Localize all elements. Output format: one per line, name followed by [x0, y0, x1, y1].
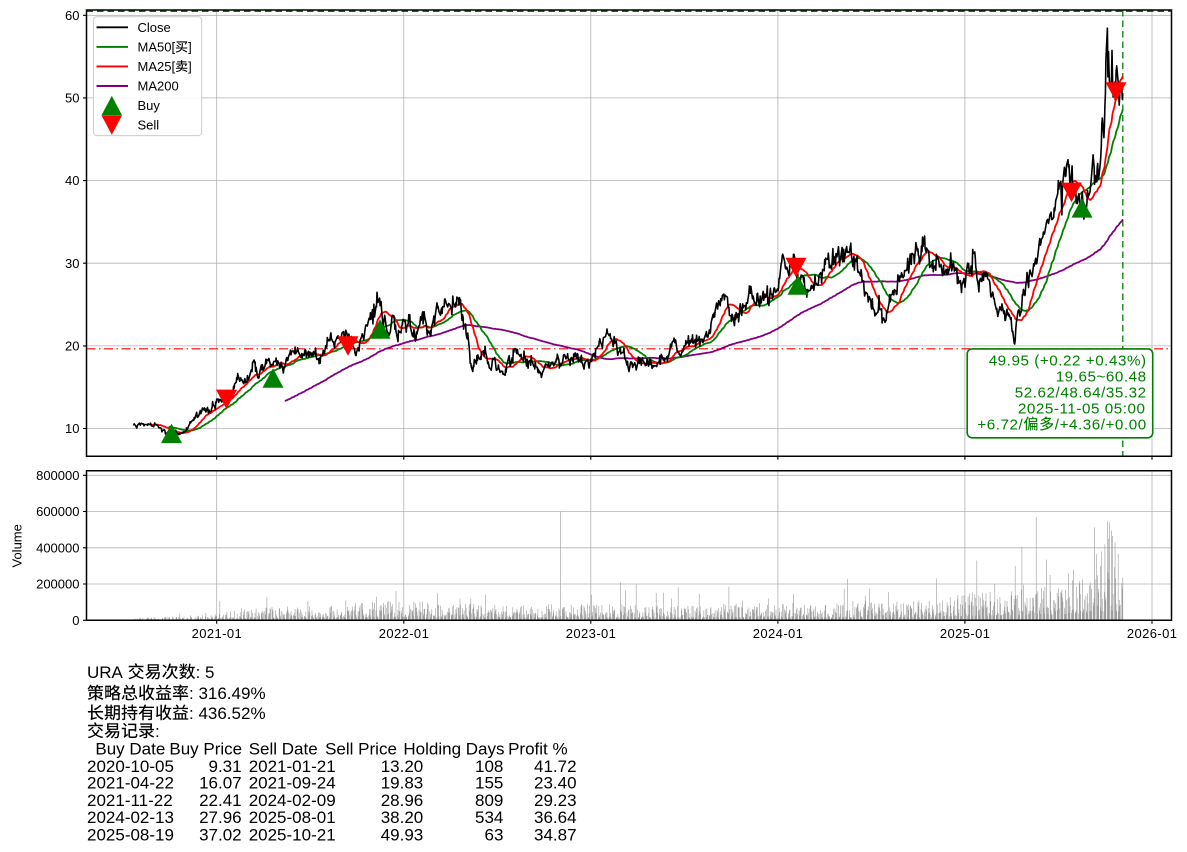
svg-text::: : — [155, 722, 160, 741]
svg-text:2021-01-21: 2021-01-21 — [249, 757, 336, 776]
svg-text:2021-09-24: 2021-09-24 — [249, 774, 336, 793]
svg-text:2022-01: 2022-01 — [379, 626, 430, 641]
svg-text:49.93: 49.93 — [381, 826, 424, 845]
svg-text:600000: 600000 — [36, 504, 79, 519]
svg-text:2023-01: 2023-01 — [566, 626, 617, 641]
svg-text:Holding Days: Holding Days — [403, 740, 504, 759]
svg-text:]: ] — [188, 40, 192, 55]
svg-text:2024-02-13: 2024-02-13 — [87, 808, 174, 827]
svg-text:809: 809 — [475, 791, 503, 810]
svg-text:2024-02-09: 2024-02-09 — [249, 791, 336, 810]
svg-text:2021-04-22: 2021-04-22 — [87, 774, 174, 793]
svg-text:Buy: Buy — [138, 98, 161, 113]
svg-text:MA25[: MA25[ — [138, 59, 176, 74]
svg-text:800000: 800000 — [36, 468, 79, 483]
svg-text:2025-08-19: 2025-08-19 — [87, 826, 174, 845]
svg-text:Sell: Sell — [138, 118, 160, 133]
svg-text:Volume: Volume — [10, 524, 25, 567]
svg-text:22.41: 22.41 — [199, 791, 242, 810]
svg-text:Sell Date: Sell Date — [249, 740, 318, 759]
svg-text:2025-10-21: 2025-10-21 — [249, 826, 336, 845]
svg-text:29.23: 29.23 — [534, 791, 577, 810]
svg-text:30: 30 — [65, 256, 79, 271]
svg-text:52.62/48.64/35.32: 52.62/48.64/35.32 — [1015, 384, 1147, 401]
svg-text:40: 40 — [65, 173, 79, 188]
svg-text:108: 108 — [475, 757, 503, 776]
svg-text:400000: 400000 — [36, 540, 79, 555]
svg-text:0: 0 — [72, 613, 79, 628]
svg-text:23.40: 23.40 — [534, 774, 577, 793]
svg-text:19.83: 19.83 — [381, 774, 424, 793]
svg-text:: 316.49%: : 316.49% — [189, 684, 266, 703]
svg-text:2020-10-05: 2020-10-05 — [87, 757, 174, 776]
svg-text:155: 155 — [475, 774, 503, 793]
svg-text:+6.72/: +6.72/ — [977, 416, 1023, 433]
svg-text:20: 20 — [65, 339, 79, 354]
svg-text:34.87: 34.87 — [534, 826, 577, 845]
svg-text:2025-08-01: 2025-08-01 — [249, 808, 336, 827]
svg-text:Profit %: Profit % — [508, 740, 568, 759]
svg-text:2025-01: 2025-01 — [940, 626, 991, 641]
svg-text:2025-11-05 05:00: 2025-11-05 05:00 — [1018, 400, 1146, 417]
svg-text:10: 10 — [65, 421, 79, 436]
svg-text:41.72: 41.72 — [534, 757, 577, 776]
svg-text:]: ] — [188, 59, 192, 74]
svg-text:49.95 (+0.22 +0.43%): 49.95 (+0.22 +0.43%) — [989, 352, 1147, 369]
svg-text:2024-01: 2024-01 — [753, 626, 804, 641]
svg-text:36.64: 36.64 — [534, 808, 577, 827]
svg-text:2026-01: 2026-01 — [1127, 626, 1178, 641]
svg-text:: 436.52%: : 436.52% — [189, 704, 266, 723]
svg-text:28.96: 28.96 — [381, 791, 424, 810]
svg-text:MA50[: MA50[ — [138, 40, 176, 55]
svg-text:Sell Price: Sell Price — [325, 740, 397, 759]
svg-text:534: 534 — [475, 808, 503, 827]
svg-text:Close: Close — [138, 20, 171, 35]
svg-text:2021-11-22: 2021-11-22 — [87, 791, 173, 810]
svg-text:: 5: : 5 — [196, 663, 215, 682]
svg-text:2021-01: 2021-01 — [192, 626, 243, 641]
svg-text:63: 63 — [485, 826, 504, 845]
svg-text:9.31: 9.31 — [209, 757, 242, 776]
svg-text:MA200: MA200 — [138, 79, 179, 94]
svg-text:URA: URA — [87, 663, 124, 682]
svg-text:200000: 200000 — [36, 577, 79, 592]
svg-text:37.02: 37.02 — [199, 826, 242, 845]
svg-text:27.96: 27.96 — [199, 808, 242, 827]
svg-text:Buy Date: Buy Date — [95, 740, 165, 759]
svg-text:19.65~60.48: 19.65~60.48 — [1056, 368, 1147, 385]
svg-text:/+4.36/+0.00: /+4.36/+0.00 — [1055, 416, 1147, 433]
svg-text:38.20: 38.20 — [381, 808, 424, 827]
svg-text:50: 50 — [65, 91, 79, 106]
svg-text:13.20: 13.20 — [381, 757, 424, 776]
svg-text:16.07: 16.07 — [199, 774, 242, 793]
svg-text:Buy Price: Buy Price — [169, 740, 242, 759]
svg-text:60: 60 — [65, 8, 79, 23]
